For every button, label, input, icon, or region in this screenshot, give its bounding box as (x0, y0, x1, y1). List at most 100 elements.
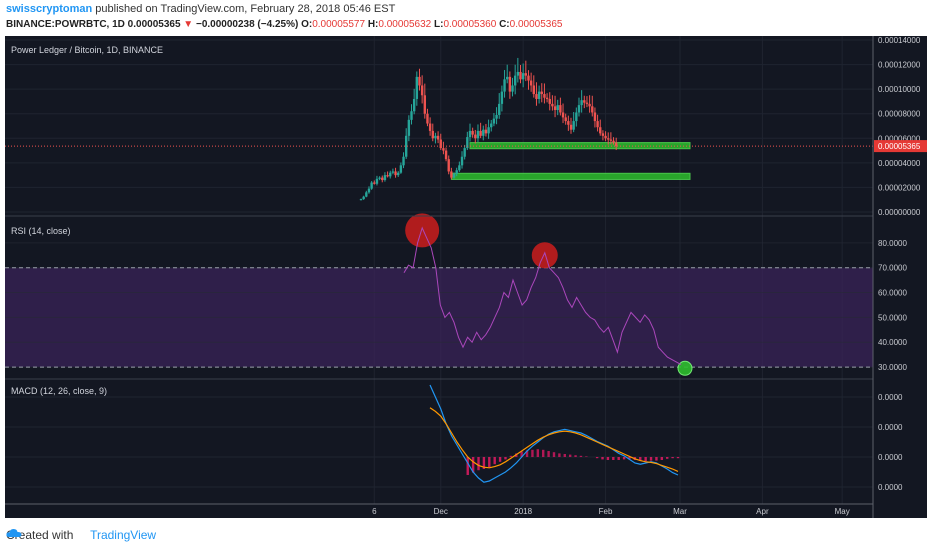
macd-histogram-bar (471, 457, 475, 473)
candle-body (567, 121, 570, 125)
last-price: 0.00005365 (127, 19, 181, 30)
macd-histogram-bar (644, 457, 647, 462)
price-tick-label: 0.00004000 (878, 159, 921, 168)
author-link[interactable]: swisscryptoman (6, 3, 93, 15)
candle-body (426, 113, 429, 124)
candle-body (593, 112, 597, 122)
candle-body (553, 106, 557, 111)
time-tick-label: Feb (599, 507, 613, 516)
candle-body (559, 105, 562, 113)
price-tick-label: 0.00012000 (878, 61, 921, 70)
candle-body (404, 135, 408, 157)
candle-body (599, 127, 602, 134)
candle-body (373, 182, 376, 184)
candle-body (521, 73, 525, 80)
macd-tick-label: 0.0000 (878, 393, 903, 402)
low-label: L: (434, 19, 444, 30)
candle-body (537, 91, 541, 99)
rsi-oversold-marker (677, 360, 693, 376)
macd-line (429, 384, 679, 483)
low-value: 0.00005360 (443, 19, 497, 30)
macd-histogram-bar (671, 457, 674, 459)
rsi-peak-marker (405, 213, 440, 248)
macd-histogram-bar (595, 457, 599, 459)
candle-body (585, 102, 589, 104)
candle-body (418, 76, 421, 86)
tradingview-link[interactable]: TradingView (90, 528, 157, 542)
candle-body (452, 173, 456, 178)
close-value: 0.00005365 (509, 19, 563, 30)
candle-body (375, 178, 379, 184)
candle-body (519, 71, 522, 80)
macd-histogram-bar (493, 457, 496, 465)
macd-tick-label: 0.0000 (878, 423, 903, 432)
candle-body (607, 138, 610, 140)
candle-body (495, 114, 498, 119)
macd-histogram-bar (488, 457, 491, 468)
macd-histogram-bar (612, 457, 615, 460)
macd-histogram-bar (649, 457, 653, 461)
candle-body (458, 165, 461, 171)
candle-body (561, 112, 565, 118)
chart-area[interactable]: Power Ledger / Bitcoin, 1D, BINANCE RSI … (5, 36, 927, 518)
macd-histogram-bar (585, 456, 588, 457)
candle-body (397, 172, 400, 176)
candle-body (362, 196, 365, 200)
macd-histogram-bar (547, 451, 550, 457)
candle-body (498, 103, 501, 115)
candle-body (431, 130, 434, 139)
rsi-tick-label: 80.0000 (878, 239, 907, 248)
support-zone (450, 172, 691, 180)
macd-histogram-bar (666, 457, 669, 459)
macd-histogram-bar (520, 451, 523, 457)
candle-body (415, 76, 419, 99)
close-label: C: (499, 19, 510, 30)
macd-histogram-bar (504, 457, 507, 460)
macd-histogram-bar (531, 449, 534, 457)
rsi-line (403, 226, 682, 366)
candle-body (476, 130, 480, 139)
macd-pane-title: MACD (12, 26, close, 9) (11, 386, 107, 396)
candle-body (484, 129, 488, 134)
candle-body (381, 177, 384, 181)
candle-body (513, 75, 517, 86)
rsi-tick-label: 40.0000 (878, 338, 907, 347)
macd-histogram-bar (676, 457, 680, 459)
last-price-label: 0.00005365 (878, 142, 921, 151)
candle-body (359, 199, 363, 201)
candle-body (588, 103, 591, 107)
down-arrow-icon: ▼ (183, 19, 194, 30)
candle-body (463, 148, 466, 157)
macd-histogram-bar (601, 457, 604, 460)
candle-body (511, 85, 514, 92)
candle-body (450, 171, 453, 178)
created-with-label: Created with (6, 528, 74, 542)
candle-body (527, 75, 530, 81)
macd-histogram-bar (574, 455, 577, 457)
time-tick-label: 2018 (514, 507, 532, 516)
macd-histogram-bar (477, 457, 480, 471)
macd-histogram-bar (552, 452, 556, 457)
price-pane-title: Power Ledger / Bitcoin, 1D, BINANCE (11, 45, 163, 55)
candle-body (583, 100, 586, 103)
candle-body (572, 121, 575, 130)
candle-body (596, 121, 599, 128)
ohlc-line: BINANCE:POWRBTC, 1D 0.00005365 ▼ −0.0000… (6, 19, 562, 30)
candle-body (615, 142, 618, 147)
candle-body (545, 97, 549, 99)
candle-body (407, 119, 411, 136)
open-label: O: (301, 19, 313, 30)
candle-body (370, 182, 373, 189)
macd-histogram-bar (542, 449, 545, 457)
macd-histogram-bar (558, 453, 561, 457)
rsi-tick-label: 50.0000 (878, 313, 907, 322)
candle-body (535, 94, 538, 99)
price-tick-label: 0.00000000 (878, 208, 921, 217)
macd-histogram-bar (563, 454, 566, 457)
candle-body (378, 177, 381, 179)
candle-body (500, 91, 504, 104)
time-tick-label: Apr (756, 507, 769, 516)
macd-histogram-bar (579, 455, 583, 457)
candle-body (503, 79, 506, 92)
footer: Created with TradingView (6, 528, 156, 542)
